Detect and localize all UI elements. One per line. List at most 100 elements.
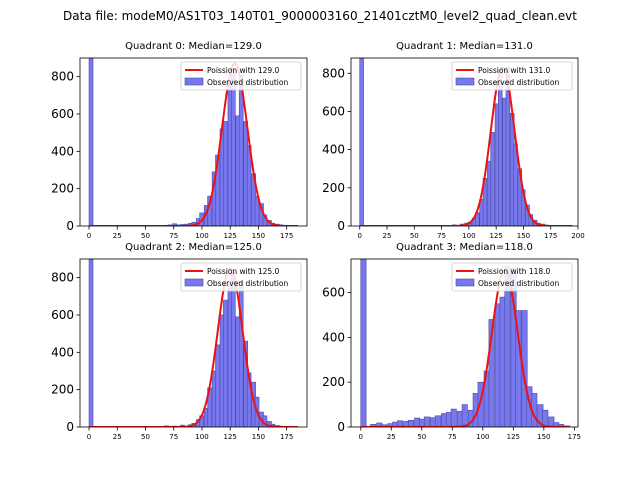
histogram-bar [441,413,447,427]
legend-box [451,262,573,292]
histogram-bar [456,411,463,427]
x-tick-label: 75 [169,232,178,240]
legend-box [180,61,302,91]
histogram-bar [423,416,430,427]
histogram-bar [499,296,506,427]
y-tick-label: 800 [322,66,345,80]
y-tick-label: 600 [51,308,74,322]
x-tick-label: 50 [417,433,426,441]
subplot-title: Quadrant 1: Median=131.0 [396,41,533,52]
x-tick-label: 125 [489,232,502,240]
x-tick-label: 25 [113,232,122,240]
histogram-bar [445,412,452,427]
axes-frame [79,258,308,428]
histogram-bar [88,58,94,226]
y-tick-label: 400 [322,143,345,157]
x-tick-label: 50 [141,433,150,441]
x-tick-label: 50 [141,232,150,240]
histogram-bar [434,415,441,427]
legend-obs-label: Observed distribution [478,279,559,288]
y-tick-label: 200 [322,375,345,389]
legend-obs-label: Observed distribution [207,279,288,288]
x-tick-label: 125 [224,232,237,240]
x-tick-label: 100 [195,232,208,240]
y-tick-label: 200 [51,182,74,196]
legend-fit-label: Poission with 131.0 [478,66,551,75]
legend-obs-label: Observed distribution [478,78,559,87]
x-tick-label: 150 [537,433,550,441]
y-tick-label: 200 [51,383,74,397]
poisson-fit-line [89,62,298,226]
histogram-bar [419,418,426,427]
histogram-bar [477,381,484,427]
axes-frame [79,57,308,227]
histogram-bar [414,417,421,427]
histogram-bar [215,344,220,427]
y-tick-label: 0 [66,420,74,434]
x-tick-label: 125 [507,433,520,441]
subplot-title: Quadrant 2: Median=125.0 [125,242,262,253]
legend: Poission with 129.0 Observed distribution [180,61,302,91]
axes-frame [350,258,579,428]
x-tick-label: 200 [571,232,584,240]
histogram-bars [360,259,571,427]
legend-fit-label: Poission with 118.0 [478,267,551,276]
y-tick-label: 0 [337,420,345,434]
histogram-bar [461,404,468,427]
x-tick-label: 0 [87,232,91,240]
legend-fit-label: Poission with 125.0 [207,267,280,276]
x-tick-label: 0 [87,433,91,441]
y-tick-label: 600 [322,104,345,118]
x-tick-label: 0 [357,232,361,240]
histogram-bar [542,409,549,427]
x-tick-label: 50 [410,232,419,240]
legend-obs-swatch [455,77,475,86]
histogram-bar [430,417,436,427]
legend-box [451,61,573,91]
y-tick-label: 400 [51,345,74,359]
histogram-bar [223,299,228,427]
histogram-bar [381,424,388,427]
legend: Poission with 125.0 Observed distribution [180,262,302,292]
subplot-quadrant-0: Quadrant 0: Median=129.0 0 200 400 600 800 0 25… [51,41,308,240]
poisson-fit-line [359,66,573,226]
x-tick-label: 175 [544,232,557,240]
subplot-quadrant-3: Quadrant 3: Median=118.0 0 200 400 600 0 25 50 7… [322,242,581,441]
histogram-bar [231,68,236,226]
y-tick-label: 800 [51,70,74,84]
histogram-bar [450,408,457,427]
x-tick-label: 125 [224,433,237,441]
legend-fit-label: Poission with 129.0 [207,66,280,75]
subplot-title: Quadrant 3: Median=118.0 [396,242,533,253]
histogram-bar [548,416,555,427]
y-tick-label: 200 [322,181,345,195]
subplot-title: Quadrant 0: Median=129.0 [125,41,262,52]
histogram-bar [408,419,415,427]
histogram-bar [490,132,495,226]
suptitle: Data file: modeM0/AS1T03_140T01_90000031… [63,9,577,23]
subplot-quadrant-1: Quadrant 1: Median=131.0 0 200 400 600 800 0 25… [322,41,585,240]
histogram-bar [88,259,94,427]
x-tick-label: 75 [437,232,446,240]
histogram-bar [488,319,495,427]
x-tick-label: 100 [462,232,475,240]
x-tick-label: 0 [359,433,363,441]
subplot-quadrant-2: Quadrant 2: Median=125.0 0 200 400 600 800 0 25… [51,242,308,441]
histogram-bar [359,58,364,226]
histogram-bar [360,259,367,427]
legend: Poission with 131.0 Observed distribution [451,61,573,91]
axes-frame [350,57,579,227]
histogram-bars [88,259,291,427]
legend-obs-swatch [455,278,475,287]
y-tick-label: 600 [51,107,74,121]
legend-obs-swatch [184,77,204,86]
x-tick-label: 175 [280,433,293,441]
y-tick-label: 800 [51,271,74,285]
histogram-bar [231,271,236,427]
legend-obs-label: Observed distribution [207,78,288,87]
x-tick-label: 100 [476,433,489,441]
legend: Poission with 118.0 Observed distribution [451,262,573,292]
x-tick-label: 175 [280,232,293,240]
histogram-bar [223,121,228,226]
poisson-fit-line [89,267,298,427]
